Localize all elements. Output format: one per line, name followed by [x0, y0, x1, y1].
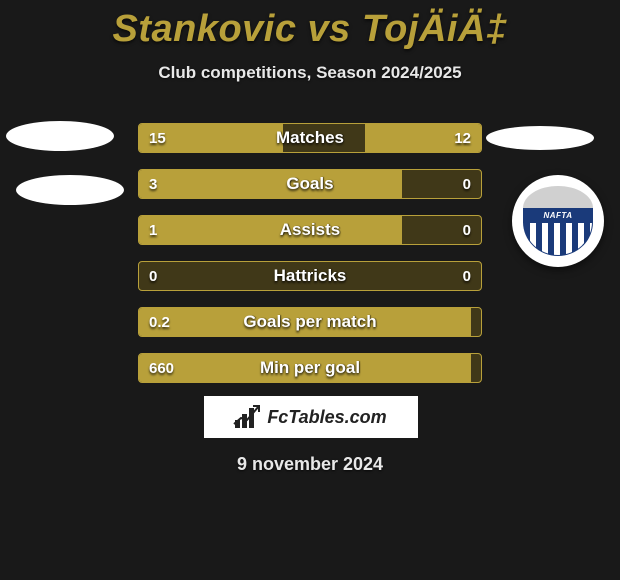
page-title: Stankovic vs TojÄiÄ‡	[0, 0, 620, 51]
stat-row-assists: 1 Assists 0	[138, 215, 482, 245]
badge-top	[523, 186, 593, 208]
stat-row-goals-per-match: 0.2 Goals per match	[138, 307, 482, 337]
footer-date: 9 november 2024	[0, 454, 620, 475]
watermark-chart-icon	[235, 406, 261, 428]
page-subtitle: Club competitions, Season 2024/2025	[0, 63, 620, 83]
watermark: FcTables.com	[204, 396, 418, 438]
stat-right-value: 0	[463, 216, 471, 244]
bar-left	[139, 216, 402, 244]
stat-row-hattricks: 0 Hattricks 0	[138, 261, 482, 291]
left-player-placeholder-2	[16, 175, 124, 205]
stat-row-min-per-goal: 660 Min per goal	[138, 353, 482, 383]
stat-right-value: 0	[463, 170, 471, 198]
comparison-card: Stankovic vs TojÄiÄ‡ Club competitions, …	[0, 0, 620, 580]
bar-left	[139, 170, 402, 198]
left-player-placeholder-1	[6, 121, 114, 151]
badge-stripes	[523, 222, 593, 256]
bar-right	[365, 124, 481, 152]
right-player-placeholder	[486, 126, 594, 150]
stat-right-value: 0	[463, 262, 471, 290]
stat-label: Hattricks	[139, 262, 481, 290]
watermark-text: FcTables.com	[267, 407, 386, 428]
watermark-trend-line-icon	[233, 404, 261, 428]
badge-band: NAFTA	[523, 208, 593, 222]
stat-left-value: 0	[149, 262, 157, 290]
right-club-badge: NAFTA	[512, 175, 604, 267]
badge-shield: NAFTA	[523, 186, 593, 256]
bar-left	[139, 354, 471, 382]
stat-row-goals: 3 Goals 0	[138, 169, 482, 199]
stats-list: 15 Matches 12 3 Goals 0 1 Assists 0 0 Ha…	[138, 123, 482, 399]
bar-left	[139, 124, 283, 152]
bar-left	[139, 308, 471, 336]
stat-row-matches: 15 Matches 12	[138, 123, 482, 153]
